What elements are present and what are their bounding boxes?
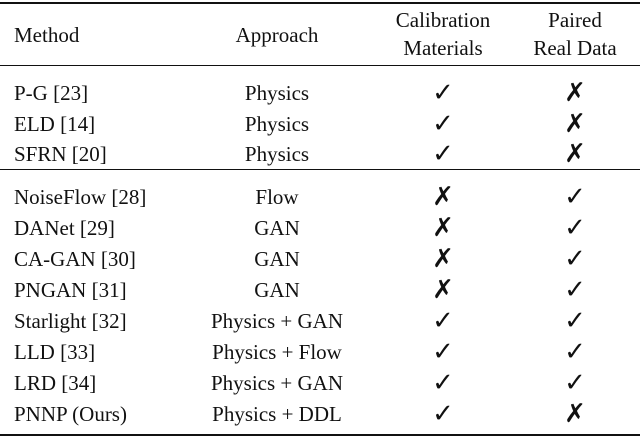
cell: Starlight [32] [14, 309, 127, 333]
cell: Physics [244, 142, 310, 166]
mark-cell: ✓ [432, 306, 454, 336]
mark-cell: ✓ [432, 139, 454, 169]
cell: NoiseFlow [28] [14, 185, 147, 209]
cell: PNGAN [31] [14, 278, 127, 302]
mark-cell: ✗ [564, 139, 586, 169]
mark-cell: ✓ [564, 213, 586, 243]
cell: P-G [23] [14, 81, 89, 105]
mark-cell: ✓ [564, 244, 586, 274]
cell: GAN [254, 247, 300, 271]
header-cell: Calibration [395, 8, 491, 32]
cell: LLD [33] [14, 340, 96, 364]
header-cell: Paired [548, 8, 602, 32]
header-cell: Method [14, 23, 80, 47]
header-cell: Real Data [533, 36, 617, 60]
mark-cell: ✓ [564, 306, 586, 336]
mark-cell: ✓ [564, 275, 586, 305]
cell: LRD [34] [14, 371, 97, 395]
mark-cell: ✗ [432, 182, 454, 212]
cell: SFRN [20] [14, 142, 107, 166]
cell: Physics + Flow [212, 340, 342, 364]
cell: Flow [255, 185, 299, 209]
cell: GAN [254, 278, 300, 302]
mark-cell: ✓ [432, 337, 454, 367]
mark-cell: ✗ [564, 78, 586, 108]
mark-cell: ✓ [564, 368, 586, 398]
cell: PNNP (Ours) [14, 402, 127, 426]
cell: CA-GAN [30] [14, 247, 136, 271]
mark-cell: ✗ [432, 213, 454, 243]
mark-cell: ✓ [432, 368, 454, 398]
cell: Physics [244, 81, 310, 105]
cell: Physics + GAN [210, 309, 344, 333]
mark-cell: ✓ [432, 399, 454, 429]
cell: Physics + GAN [210, 371, 344, 395]
mark-cell: ✓ [432, 78, 454, 108]
mark-cell: ✓ [564, 182, 586, 212]
mark-cell: ✗ [432, 244, 454, 274]
group-rule [0, 169, 640, 170]
header-cell: Approach [235, 23, 319, 47]
mark-cell: ✓ [564, 337, 586, 367]
mark-cell: ✗ [564, 399, 586, 429]
mark-cell: ✓ [432, 108, 454, 139]
bottom-rule [0, 434, 640, 436]
cell: DANet [29] [14, 216, 115, 240]
cell: Physics + DDL [212, 402, 342, 426]
header-rule [0, 65, 640, 66]
top-rule [0, 2, 640, 4]
mark-cell: ✗ [432, 275, 454, 305]
cell: GAN [254, 216, 300, 240]
cell: ELD [14] [14, 111, 96, 136]
cell: Physics [244, 111, 310, 136]
header-cell: Materials [403, 36, 483, 60]
mark-cell: ✗ [564, 108, 586, 139]
